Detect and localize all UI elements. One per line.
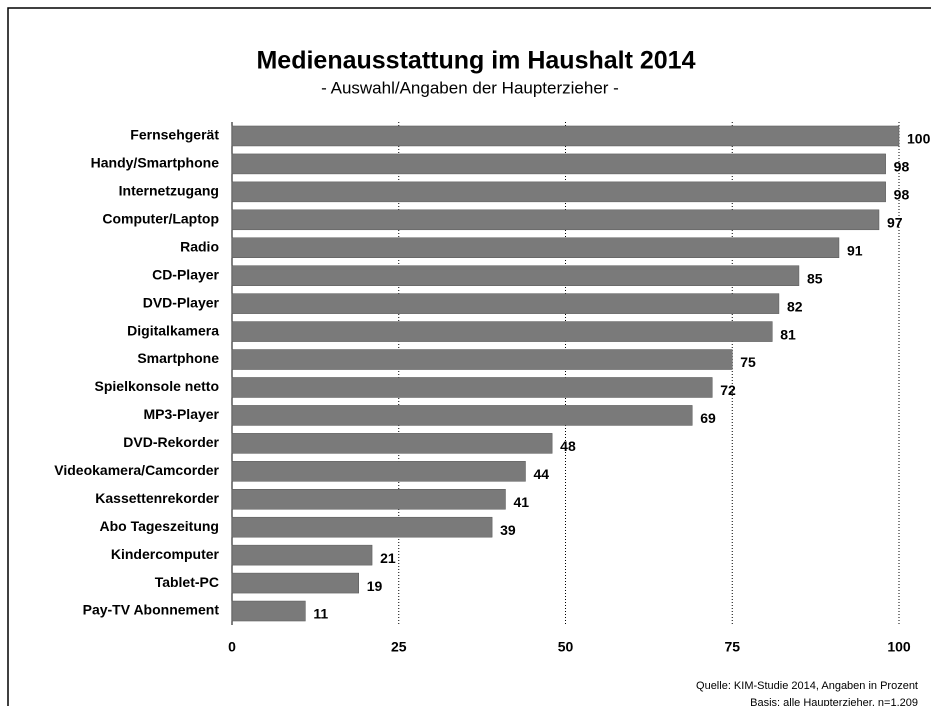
- x-tick-label: 50: [558, 639, 574, 655]
- y-tick-label: Videokamera/Camcorder: [54, 462, 219, 478]
- value-label: 85: [807, 270, 823, 286]
- value-label: 91: [847, 242, 863, 258]
- bar: [231, 153, 886, 175]
- y-tick-label: Kindercomputer: [111, 546, 220, 562]
- bar: [231, 125, 900, 147]
- y-tick-label: Abo Tageszeitung: [99, 518, 219, 534]
- value-label: 75: [740, 354, 756, 370]
- bar: [231, 544, 373, 566]
- bar: [231, 349, 733, 370]
- y-tick-label: Radio: [180, 238, 219, 254]
- value-label: 82: [787, 298, 803, 314]
- x-tick-label: 0: [228, 639, 236, 655]
- value-label: 97: [887, 215, 903, 231]
- value-label: 39: [500, 522, 516, 538]
- source-note: Quelle: KIM-Studie 2014, Angaben in Proz…: [696, 680, 918, 692]
- x-tick-label: 100: [887, 639, 911, 655]
- bar: [231, 377, 713, 398]
- basis-note: Basis: alle Haupterzieher, n=1.209: [750, 697, 918, 706]
- bar: [231, 405, 693, 426]
- y-tick-label: Pay-TV Abonnement: [83, 602, 220, 618]
- value-label: 48: [560, 438, 576, 454]
- y-tick-label: Digitalkamera: [127, 322, 219, 338]
- chart-subtitle: - Auswahl/Angaben der Haupterzieher -: [321, 78, 619, 97]
- bar: [231, 237, 840, 258]
- value-label: 69: [700, 410, 716, 426]
- y-tick-label: Internetzugang: [119, 183, 219, 199]
- x-tick-label: 75: [724, 639, 740, 655]
- bar: [231, 516, 493, 538]
- y-tick-label: DVD-Player: [143, 294, 220, 310]
- y-tick-label: Fernsehgerät: [130, 127, 219, 143]
- chart-title: Medienausstattung im Haushalt 2014: [256, 47, 695, 75]
- y-tick-label: DVD-Rekorder: [123, 434, 219, 450]
- value-label: 41: [513, 494, 529, 510]
- bar: [231, 181, 886, 203]
- value-label: 72: [720, 382, 736, 398]
- y-tick-label: CD-Player: [152, 266, 219, 282]
- bar: [231, 433, 553, 454]
- bar: [231, 209, 880, 231]
- value-label: 11: [313, 606, 328, 622]
- value-label: 100: [907, 131, 931, 147]
- value-label: 98: [894, 159, 910, 175]
- value-label: 81: [780, 326, 796, 342]
- value-label: 98: [894, 187, 910, 203]
- bar: [231, 321, 773, 342]
- value-label: 21: [380, 550, 396, 566]
- y-tick-label: Handy/Smartphone: [91, 155, 220, 171]
- y-tick-label: Smartphone: [137, 350, 219, 366]
- frame: [7, 7, 931, 706]
- bar: [231, 600, 306, 622]
- y-tick-label: Kassettenrekorder: [95, 490, 219, 506]
- y-tick-label: Tablet-PC: [155, 574, 219, 590]
- bar: [231, 293, 780, 314]
- value-label: 44: [533, 466, 549, 482]
- x-tick-label: 25: [391, 639, 407, 655]
- bar: [231, 461, 526, 482]
- y-tick-label: MP3-Player: [144, 406, 220, 422]
- value-label: 19: [367, 578, 383, 594]
- bar: [231, 572, 359, 594]
- bar: [231, 489, 506, 510]
- y-tick-label: Spielkonsole netto: [95, 378, 219, 394]
- bar: [231, 265, 800, 286]
- y-tick-label: Computer/Laptop: [102, 211, 219, 227]
